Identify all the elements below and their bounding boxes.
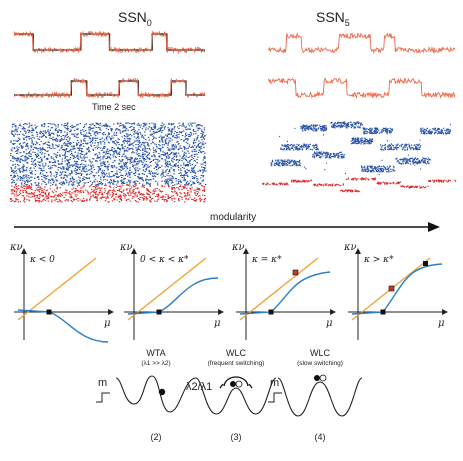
excitatory-spikes	[10, 122, 207, 186]
y-axis-arrow	[21, 248, 27, 254]
regime-title: WLC	[310, 348, 331, 358]
regime-2: WTA (λ1 >> λ2) (2)	[115, 348, 197, 442]
step-input-icon-2	[268, 392, 282, 403]
ssn0-trace-1	[13, 30, 206, 55]
noisy-rate-trace	[13, 30, 206, 55]
noisy-rate-trace	[13, 77, 206, 99]
fixed-point-stable	[380, 309, 386, 315]
ssn0-title: SSN0	[118, 9, 152, 28]
eigen-ratio-label: λ2/λ1	[186, 381, 212, 393]
modularity-label: modularity	[210, 212, 256, 223]
regime-diagrams: WTA (λ1 >> λ2) (2) WLC (frequent switching) (…	[96, 348, 363, 442]
excitatory-spikes	[270, 121, 452, 176]
regime-3: WLC (frequent switching) (3)	[195, 348, 277, 442]
fixed-point-stable	[268, 309, 274, 315]
switching-arrow	[223, 376, 249, 387]
gain-curve	[239, 271, 331, 315]
gain-curve	[17, 309, 109, 343]
phase-panel-4: κν μ κ > κ*	[343, 242, 448, 340]
state-ball	[158, 388, 166, 396]
regime-number: (2)	[151, 432, 162, 442]
identity-line	[127, 257, 207, 321]
regime-subtitle: (frequent switching)	[208, 360, 265, 367]
fixed-point-stable	[46, 309, 52, 315]
ssn0-raster	[10, 122, 207, 203]
x-axis-arrow	[330, 309, 336, 315]
condition-label: 0 < κ < κ*	[140, 255, 189, 265]
x-axis-label: μ	[214, 318, 221, 329]
state-ball	[314, 375, 320, 381]
input-m-label-2: m	[270, 377, 279, 389]
noisy-rate-trace	[267, 32, 456, 55]
condition-label: κ = κ*	[251, 255, 282, 265]
y-axis-arrow	[131, 248, 137, 254]
regime-subtitle: (slow switching)	[297, 360, 343, 367]
ssn5-raster	[262, 121, 457, 193]
regime-number: (3)	[231, 432, 242, 442]
modularity-arrowhead	[428, 222, 440, 232]
ssn0-trace-2	[13, 77, 206, 99]
identity-line	[239, 257, 319, 321]
x-axis-arrow	[218, 309, 224, 315]
y-axis-arrow	[355, 248, 361, 254]
noisy-rate-trace	[267, 77, 456, 99]
raster-plots	[10, 121, 457, 203]
condition-label: κ < 0	[29, 255, 55, 265]
regime-title: WTA	[146, 348, 165, 358]
inhibitory-spikes	[10, 184, 207, 203]
y-axis-label: κν	[9, 242, 23, 253]
energy-landscape	[115, 375, 197, 413]
square-wave	[14, 80, 205, 96]
identity-line	[17, 257, 97, 321]
ssn5-title: SSN5	[316, 9, 350, 28]
state-ball-alt	[319, 374, 327, 382]
fixed-point-unstable	[388, 285, 395, 292]
inhibitory-spikes	[262, 177, 457, 193]
phase-panel-3: κν μ κ = κ*	[231, 242, 336, 340]
x-axis-label: μ	[326, 318, 333, 329]
regime-4: WLC (slow switching) (4)	[277, 348, 363, 442]
x-axis-arrow	[442, 309, 448, 315]
fixed-point-stable	[156, 309, 162, 315]
y-axis-label: κν	[119, 242, 133, 253]
energy-landscape	[277, 377, 363, 417]
energy-landscape	[195, 377, 277, 415]
x-axis-label: μ	[104, 318, 111, 329]
y-axis-label: κν	[231, 242, 245, 253]
state-ball-alt	[235, 380, 243, 388]
gain-curve	[351, 263, 443, 315]
fixed-point-high	[423, 261, 428, 266]
fixed-point-critical	[292, 269, 299, 276]
ssn5-trace-2	[267, 77, 456, 99]
phase-panel-2: κν μ 0 < κ < κ*	[119, 242, 224, 340]
switching-arrowheads	[219, 383, 253, 389]
activity-traces	[13, 30, 456, 99]
phase-panel-1: κν μ κ < 0	[9, 242, 114, 343]
y-axis-label: κν	[343, 242, 357, 253]
regime-title: WLC	[226, 348, 247, 358]
regime-subtitle: (λ1 >> λ2)	[141, 360, 170, 367]
phase-panels: κν μ κ < 0 κν μ 0 < κ < κ* κν μ κ = κ* κν μ κ > κ*	[9, 242, 448, 343]
input-m-label-1: m	[98, 377, 107, 389]
x-axis-arrow	[108, 309, 114, 315]
condition-label: κ > κ*	[363, 255, 394, 265]
ssn5-trace-1	[267, 32, 456, 55]
regime-number: (4)	[315, 432, 326, 442]
state-ball	[230, 381, 236, 387]
x-axis-label: μ	[438, 318, 445, 329]
time-label: Time 2 sec	[92, 102, 136, 112]
y-axis-arrow	[243, 248, 249, 254]
input-labels: m λ2/λ1 m	[96, 377, 282, 403]
step-input-icon-1	[96, 392, 110, 403]
